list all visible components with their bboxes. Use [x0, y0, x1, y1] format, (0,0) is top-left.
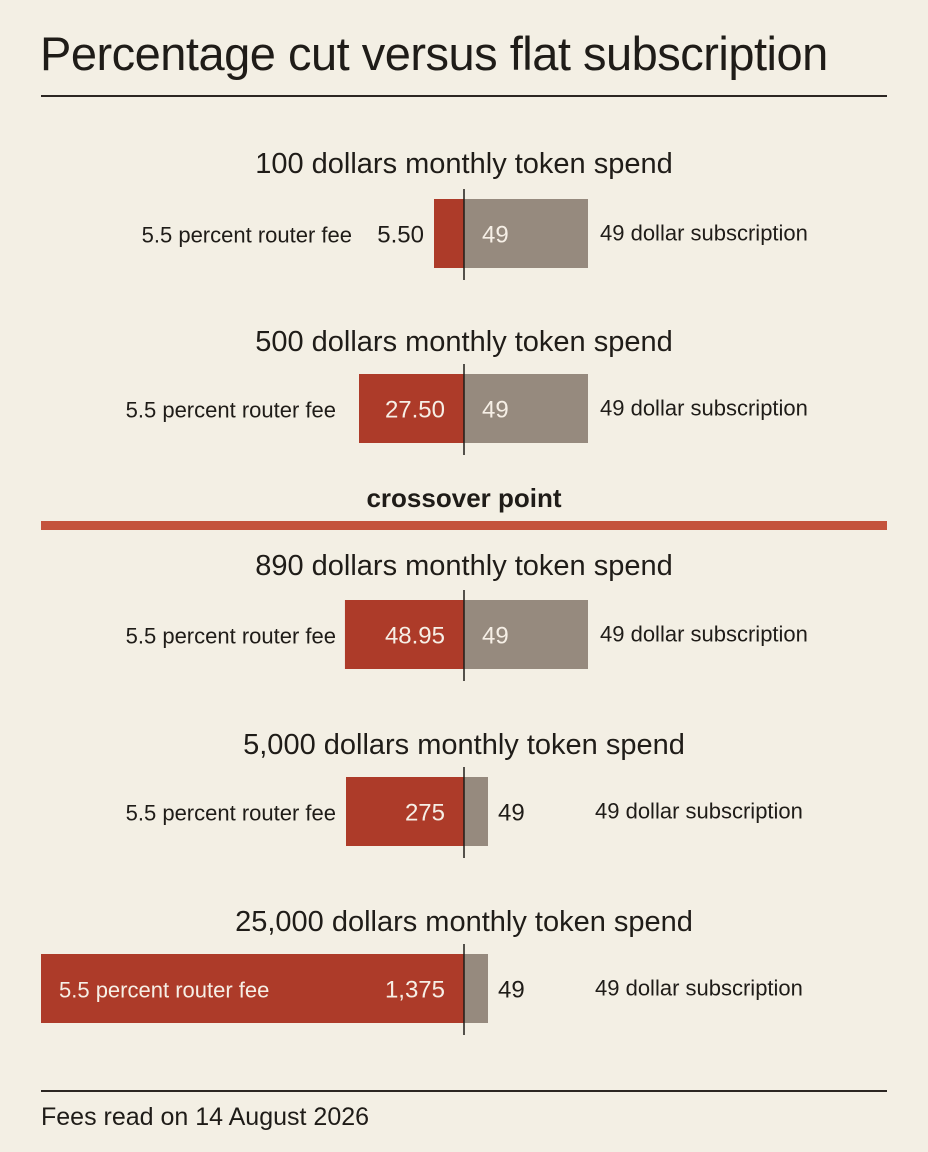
fee-value-label: 27.50: [385, 397, 445, 424]
fee-series-label: 5.5 percent router fee: [59, 978, 269, 1003]
subscription-bar: [464, 199, 588, 268]
subscription-bar: [464, 600, 588, 669]
subscription-series-label: 49 dollar subscription: [600, 221, 808, 246]
fee-series-label: 5.5 percent router fee: [126, 398, 336, 423]
fee-series-label: 5.5 percent router fee: [126, 801, 336, 826]
subscription-value-label: 49: [498, 977, 525, 1004]
category-heading: 890 dollars monthly token spend: [255, 550, 673, 582]
fee-value-label: 1,375: [385, 977, 445, 1004]
fee-bar: [344, 600, 464, 669]
fee-series-label: 5.5 percent router fee: [142, 223, 352, 248]
fee-value-label: 275: [405, 800, 445, 827]
fee-bar: [434, 199, 464, 268]
crossover-label: crossover point: [366, 483, 562, 513]
subscription-bar: [464, 374, 588, 443]
subscription-bar: [464, 954, 488, 1023]
subscription-series-label: 49 dollar subscription: [595, 976, 803, 1001]
subscription-value-label: 49: [482, 623, 509, 650]
footer-note: Fees read on 14 August 2026: [41, 1103, 370, 1131]
category-heading: 500 dollars monthly token spend: [255, 326, 673, 358]
subscription-value-label: 49: [498, 800, 525, 827]
fee-bar: [346, 777, 464, 846]
title-divider: [41, 95, 887, 97]
footer-divider: [41, 1090, 887, 1092]
subscription-value-label: 49: [482, 222, 509, 249]
fee-bar: [359, 374, 464, 443]
chart-title: Percentage cut versus flat subscription: [40, 27, 828, 80]
subscription-bar: [464, 777, 488, 846]
fee-value-label: 5.50: [377, 222, 424, 249]
fee-series-label: 5.5 percent router fee: [126, 624, 336, 649]
category-heading: 100 dollars monthly token spend: [255, 148, 673, 180]
category-heading: 5,000 dollars monthly token spend: [243, 729, 685, 761]
subscription-series-label: 49 dollar subscription: [600, 622, 808, 647]
crossover-line: [41, 521, 887, 530]
subscription-series-label: 49 dollar subscription: [600, 396, 808, 421]
fee-bar: [41, 954, 464, 1023]
fee-value-label: 48.95: [385, 623, 445, 650]
category-heading: 25,000 dollars monthly token spend: [235, 906, 693, 938]
subscription-series-label: 49 dollar subscription: [595, 799, 803, 824]
subscription-value-label: 49: [482, 397, 509, 424]
